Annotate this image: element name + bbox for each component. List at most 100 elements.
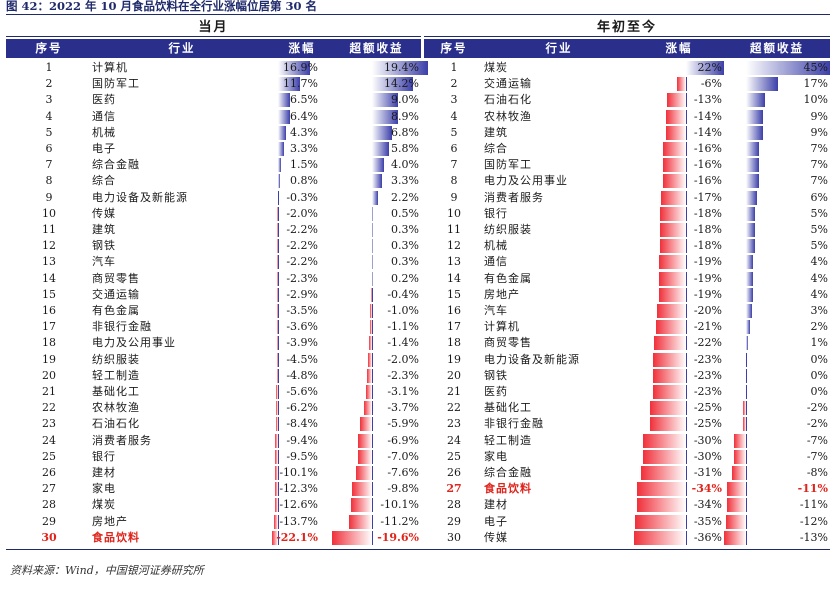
month-rank: 28 <box>42 498 56 512</box>
month-change-bar <box>277 206 278 221</box>
month-excess-value: -1.1% <box>387 320 419 334</box>
month-excess-bar <box>365 385 372 399</box>
month-change-zero-line <box>278 352 279 367</box>
ytd-change-bar <box>677 77 686 92</box>
month-excess-bar <box>367 368 372 383</box>
month-excess-bar <box>372 190 379 205</box>
month-excess-bar-box <box>332 304 421 318</box>
month-excess-bar-box <box>332 77 421 92</box>
ytd-change-zero-line <box>686 498 687 513</box>
col-header-change-month: 涨幅 <box>272 39 332 58</box>
ytd-change-bar-box <box>634 320 724 335</box>
ytd-change-value: -14% <box>693 109 722 123</box>
ytd-change-bar-box <box>634 271 724 286</box>
month-rank: 30 <box>41 530 57 544</box>
table-row-month: 12 钢铁 -2.2% 0.3% <box>0 238 835 254</box>
ytd-excess-bar <box>727 498 746 513</box>
ytd-change-bar-box <box>634 530 724 545</box>
col-header-idx-ytd: 序号 <box>424 39 484 58</box>
month-excess-zero-line <box>372 530 373 545</box>
ytd-change-zero-line <box>686 77 687 92</box>
table-row-month: 4 通信 6.4% 8.9% <box>0 109 835 125</box>
month-rank: 22 <box>42 401 56 415</box>
month-excess-value: 0.3% <box>391 223 419 236</box>
month-change-value: 11.7% <box>283 77 318 91</box>
month-change-zero-line <box>278 223 279 237</box>
table-row-month: 14 商贸零售 -2.3% 0.2% <box>0 271 835 287</box>
month-industry-name: 机械 <box>92 125 116 139</box>
month-change-value: 16.9% <box>283 61 318 74</box>
ytd-change-bar <box>667 93 686 108</box>
ytd-change-bar <box>657 304 686 318</box>
table-row-month: 19 纺织服装 -4.5% -2.0% <box>0 352 835 368</box>
ytd-excess-bar <box>746 271 754 286</box>
month-excess-value: 0.5% <box>391 206 419 220</box>
month-excess-bar-box <box>332 142 421 156</box>
month-excess-bar <box>367 352 372 367</box>
month-rank: 12 <box>42 239 56 253</box>
ytd-change-zero-line <box>686 368 687 383</box>
month-change-zero-line <box>278 498 279 513</box>
month-industry-name: 基础化工 <box>92 385 140 398</box>
month-change-bar <box>277 287 278 302</box>
month-rank: 29 <box>42 514 56 528</box>
month-change-bar-box <box>272 125 320 140</box>
month-rank: 4 <box>45 109 53 123</box>
ytd-excess-value: -2% <box>806 417 828 431</box>
month-change-value: -12.3% <box>279 482 318 496</box>
month-excess-bar <box>372 239 373 254</box>
month-change-bar-box <box>272 142 320 156</box>
ytd-change-zero-line <box>686 125 687 140</box>
ytd-change-bar <box>658 287 686 302</box>
month-excess-bar-box <box>332 385 421 399</box>
group-header-ytd: 年初至今 <box>596 20 657 35</box>
ytd-excess-zero-line <box>746 449 747 464</box>
ytd-excess-value: 2% <box>810 320 828 334</box>
ytd-excess-bar-box <box>724 255 830 270</box>
month-excess-bar <box>372 77 413 92</box>
month-change-bar <box>277 320 278 335</box>
month-change-zero-line <box>278 336 279 351</box>
ytd-change-value: -30% <box>693 433 722 447</box>
ytd-change-value: -30% <box>693 449 722 463</box>
ytd-change-bar-box <box>634 239 724 254</box>
ytd-excess-bar <box>746 304 752 318</box>
ytd-excess-zero-line <box>746 401 747 416</box>
month-change-bar-box <box>272 352 320 367</box>
ytd-rank: 25 <box>447 449 461 463</box>
ytd-industry-name: 房地产 <box>484 287 520 301</box>
table-row-ytd: 7 国防军工 -16% 7% <box>0 157 835 173</box>
ytd-excess-zero-line <box>746 417 747 432</box>
month-excess-bar <box>357 433 372 448</box>
month-change-bar-box <box>272 498 320 513</box>
ytd-rank: 5 <box>450 125 458 139</box>
table-row-month: 13 汽车 -2.2% 0.3% <box>0 254 835 270</box>
month-excess-value: 19.4% <box>384 61 419 74</box>
ytd-excess-value: 4% <box>810 287 828 301</box>
ytd-change-bar <box>660 239 686 254</box>
ytd-industry-name: 汽车 <box>484 304 508 317</box>
table-row-ytd: 15 房地产 -19% 4% <box>0 287 835 303</box>
ytd-excess-value: 0% <box>810 385 828 398</box>
ytd-change-value: -16% <box>693 158 722 172</box>
month-excess-value: 14.2% <box>384 77 419 91</box>
ytd-change-bar-box <box>634 401 724 416</box>
ytd-change-bar-box <box>634 417 724 432</box>
ytd-change-zero-line <box>686 271 687 286</box>
ytd-excess-bar <box>746 239 756 254</box>
month-change-bar-box <box>272 336 320 351</box>
table-row-ytd: 29 电子 -35% -12% <box>0 514 835 530</box>
month-change-bar-box <box>272 190 320 205</box>
month-excess-value: 6.8% <box>391 125 419 139</box>
ytd-excess-bar-box <box>724 174 830 189</box>
month-excess-bar <box>372 174 382 189</box>
month-change-zero-line <box>278 514 279 529</box>
month-excess-bar-box <box>332 239 421 254</box>
table-row-ytd: 2 交通运输 -6% 17% <box>0 76 835 92</box>
ytd-industry-name: 通信 <box>484 255 508 269</box>
month-change-bar <box>275 417 278 432</box>
month-rank: 20 <box>42 368 56 382</box>
month-excess-bar-box <box>332 61 428 75</box>
month-change-zero-line <box>278 271 279 286</box>
ytd-change-bar-box <box>634 125 724 140</box>
